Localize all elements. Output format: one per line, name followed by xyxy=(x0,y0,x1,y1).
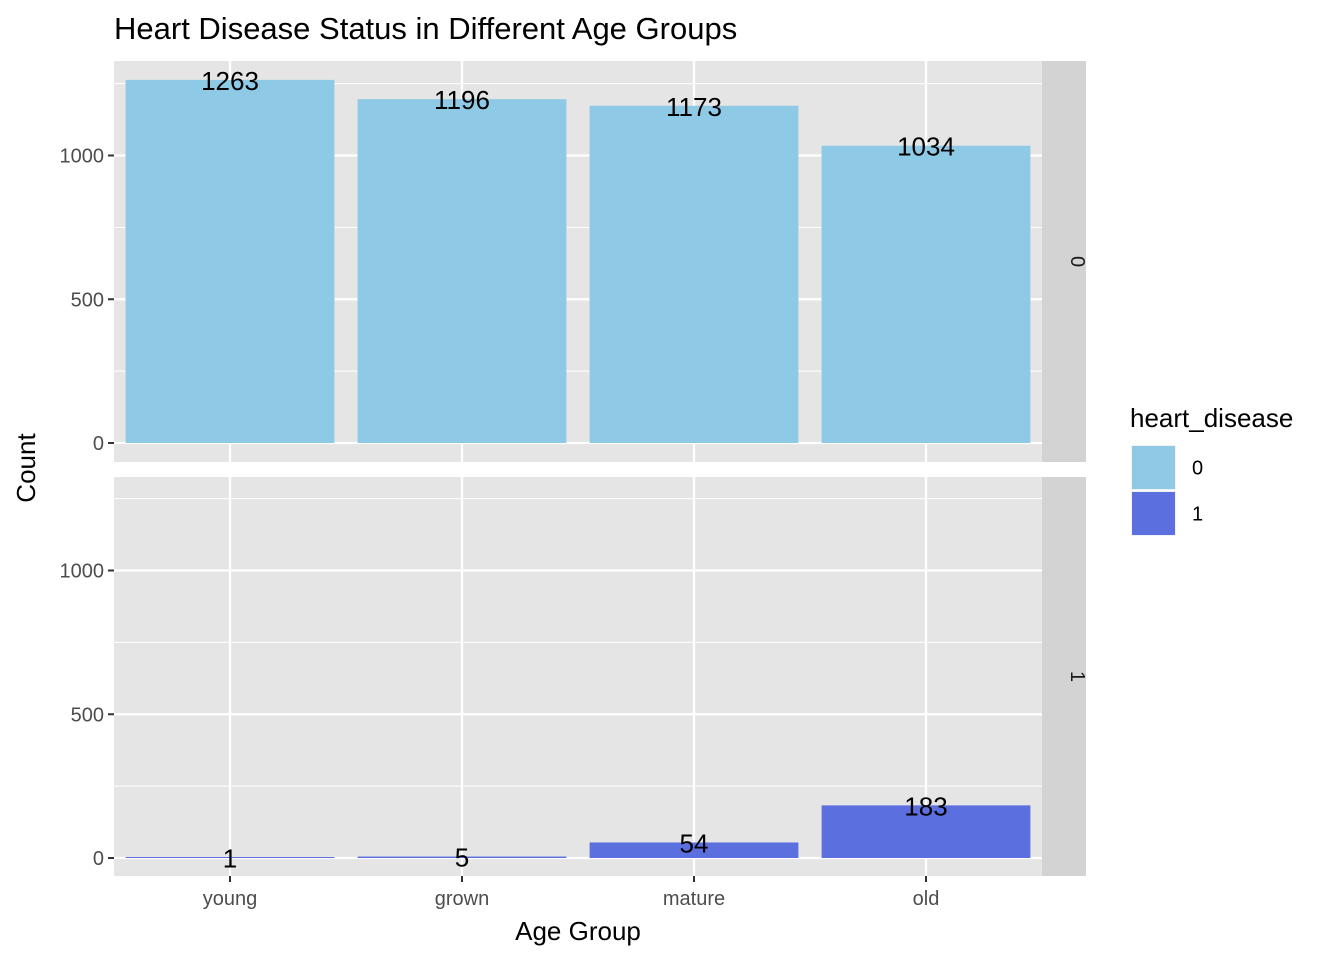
data-label: 183 xyxy=(904,791,947,821)
data-label: 1196 xyxy=(434,85,490,115)
x-axis-title: Age Group xyxy=(515,916,641,946)
chart-title: Heart Disease Status in Different Age Gr… xyxy=(114,11,737,46)
legend-title: heart_disease xyxy=(1130,403,1293,433)
data-label: 1034 xyxy=(897,132,955,162)
x-tick-label: grown xyxy=(435,888,489,910)
legend-key-1 xyxy=(1132,492,1175,535)
data-label: 54 xyxy=(680,828,709,858)
x-axis: young grown mature old xyxy=(203,876,940,910)
bar-young-1 xyxy=(125,857,335,858)
x-tick-label: old xyxy=(913,888,940,910)
y-tick-label: 1000 xyxy=(60,561,105,583)
data-label: 1 xyxy=(223,844,237,874)
y-axis-title: Count xyxy=(11,433,41,503)
bar-grown-0 xyxy=(357,99,567,444)
bar-mature-0 xyxy=(589,105,799,443)
y-tick-label: 500 xyxy=(71,289,104,311)
x-tick-label: mature xyxy=(663,888,725,910)
y-tick-label: 500 xyxy=(71,704,104,726)
data-label: 1173 xyxy=(666,92,722,122)
bar-old-1 xyxy=(821,805,1031,858)
legend-label: 1 xyxy=(1192,504,1203,526)
facet-strip-label: 1 xyxy=(1066,671,1088,682)
legend: heart_disease 0 1 xyxy=(1130,403,1293,536)
y-tick-label: 1000 xyxy=(60,146,105,168)
facet-panel-0: 0 500 1000 1263 1196 1173 1034 0 xyxy=(60,61,1088,462)
y-tick-label: 0 xyxy=(93,848,104,870)
x-tick-label: young xyxy=(203,888,258,910)
facet-panel-1: 0 500 1000 1 5 54 183 1 xyxy=(60,477,1088,876)
legend-key-0 xyxy=(1132,446,1175,489)
bar-grown-1 xyxy=(357,856,567,858)
facet-strip xyxy=(1042,477,1086,876)
bar-old-0 xyxy=(821,145,1031,443)
bar-mature-1 xyxy=(589,842,799,858)
bar-young-0 xyxy=(125,79,335,443)
facet-strip-label: 0 xyxy=(1066,256,1088,267)
y-tick-label: 0 xyxy=(93,433,104,455)
legend-label: 0 xyxy=(1192,458,1203,480)
facet-strip xyxy=(1042,61,1086,462)
facet-panels: 0 500 1000 1263 1196 1173 1034 0 0 500 1000 1 5 54 183… xyxy=(60,61,1088,876)
data-label: 5 xyxy=(455,843,469,873)
data-label: 1263 xyxy=(201,66,259,96)
